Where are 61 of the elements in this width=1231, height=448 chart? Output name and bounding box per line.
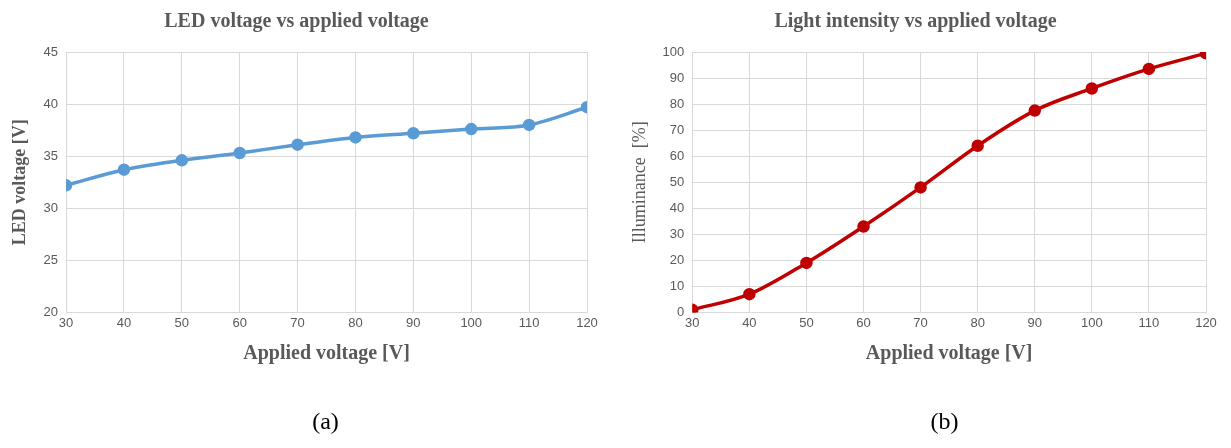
x-tick-label: 60 <box>856 314 871 330</box>
x-tick-label: 100 <box>460 314 483 330</box>
x-tick-label: 120 <box>1195 314 1217 330</box>
x-tick-label: 30 <box>58 314 74 330</box>
x-tick-label: 90 <box>1027 314 1042 330</box>
chart-title: LED voltage vs applied voltage <box>164 9 429 33</box>
x-tick-label: 120 <box>576 314 598 330</box>
x-tick-label: 80 <box>348 314 363 330</box>
x-tick-label: 30 <box>685 314 700 330</box>
x-tick-label: 110 <box>1138 314 1160 330</box>
x-tick-label: 100 <box>1080 314 1103 330</box>
x-tick-label: 50 <box>174 314 190 330</box>
x-tick-label: 90 <box>406 314 421 330</box>
x-tick-label: 60 <box>232 314 247 330</box>
y-tick-label: 20 <box>669 251 685 267</box>
x-tick-label: 40 <box>116 314 132 330</box>
y-tick-label: 90 <box>669 69 685 85</box>
text: (a) <box>311 408 340 435</box>
point <box>233 146 246 160</box>
chart-title: Light intensity vs applied voltage <box>774 9 1057 33</box>
point <box>971 139 984 152</box>
x-axis-title: Applied voltage [V] <box>243 341 410 365</box>
point <box>1085 82 1099 95</box>
point <box>349 131 362 144</box>
y-tick-label: 60 <box>669 147 685 163</box>
x-axis-title: Applied voltage [V] <box>865 341 1033 365</box>
x-tick-label: 40 <box>742 314 757 330</box>
y-tick-label: 50 <box>669 173 685 189</box>
point <box>914 181 927 194</box>
point <box>800 256 813 270</box>
y-tick-label: 10 <box>669 277 685 293</box>
y-tick-label: 80 <box>669 95 685 111</box>
y-tick-label: 40 <box>669 199 685 215</box>
y-tick-label: 20 <box>43 303 59 319</box>
y-tick-label: 40 <box>43 95 59 111</box>
y-tick-label: 70 <box>669 121 685 137</box>
point <box>407 127 420 140</box>
point <box>1028 104 1042 117</box>
point <box>117 163 131 176</box>
point <box>857 220 870 233</box>
text: (b) <box>929 408 960 435</box>
x-tick-label: 70 <box>290 314 305 330</box>
y-tick-label: 30 <box>43 199 59 215</box>
y-axis-title: Illuminance [%] <box>628 121 649 244</box>
y-tick-label: 25 <box>43 251 59 267</box>
point <box>291 138 304 151</box>
y-tick-label: 35 <box>43 147 59 163</box>
point <box>743 287 756 301</box>
point <box>1142 62 1156 76</box>
x-tick-label: 50 <box>799 314 814 330</box>
y-tick-label: 0 <box>677 303 685 319</box>
x-tick-label: 80 <box>970 314 985 330</box>
y-tick-label: 100 <box>662 43 685 59</box>
y-tick-label: 45 <box>43 43 59 59</box>
point <box>175 154 189 167</box>
x-tick-label: 70 <box>913 314 928 330</box>
x-tick-label: 110 <box>518 314 540 330</box>
point <box>464 122 478 136</box>
point <box>522 118 536 132</box>
y-axis-title: LED voltage [V] <box>9 119 30 246</box>
y-tick-label: 30 <box>669 225 685 241</box>
